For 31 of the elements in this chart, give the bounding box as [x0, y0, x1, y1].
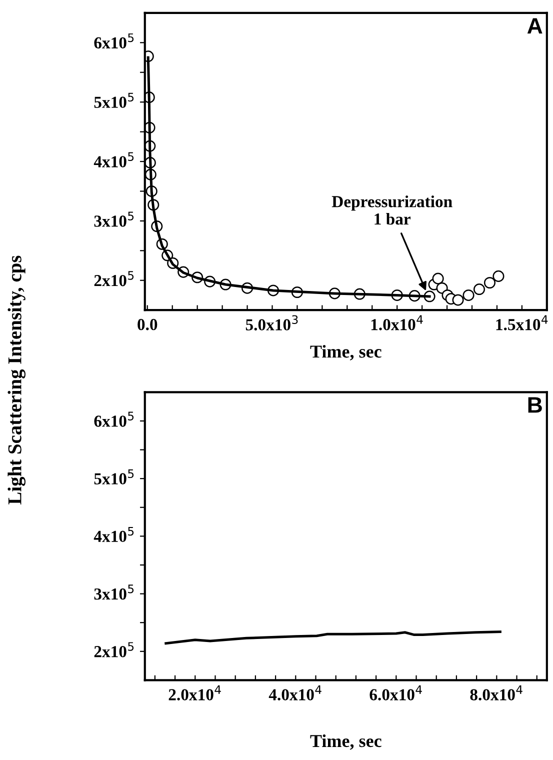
y-tick-label: 2x10$^{5}$	[94, 271, 134, 286]
y-tick-label: 4x10$^{5}$	[94, 152, 134, 168]
x-tick-label: 8.0x10$^{4}$	[470, 685, 522, 700]
y-tick-label: 2x10$^{5}$	[94, 642, 134, 658]
y-tick-label: 6x10$^{5}$	[94, 33, 134, 48]
y-tick-label: 3x10$^{5}$	[94, 584, 134, 600]
y-tick-label: 3x10$^{5}$	[94, 212, 134, 227]
y-tick-label: 5x10$^{5}$	[94, 92, 134, 108]
x-tick-label: 2.0x10$^{4}$	[168, 685, 221, 700]
y-tick-label: 5x10$^{5}$	[94, 469, 134, 484]
x-tick-label: 6.0x10$^{4}$	[370, 685, 422, 700]
x-axis-title: Time, sec	[310, 345, 382, 360]
line-series	[164, 630, 502, 645]
y-tick-label: 6x10$^{5}$	[94, 412, 134, 427]
point	[492, 270, 504, 282]
point	[462, 289, 474, 301]
y-tick-label: 4x10$^{5}$	[94, 526, 134, 542]
point	[473, 284, 486, 296]
x-tick-label: 1.5x10$^{4}$	[496, 315, 548, 330]
annotation: B	[528, 397, 542, 413]
point	[484, 276, 496, 289]
x-tick-label: 1.0x10$^{4}$	[371, 315, 423, 330]
x-axis-title: Time, sec	[310, 734, 382, 750]
x-tick-label: 5.0x10$^{3}$	[246, 315, 298, 330]
annotation: A	[527, 18, 542, 34]
x-tick-label: 4.0x10$^{4}$	[268, 685, 322, 700]
x-tick-label: 0.0	[138, 318, 158, 330]
point	[432, 272, 444, 284]
annotation: Depressurization 1 bar	[332, 196, 452, 225]
y-axis-title: Light Scattering Intensity, cps	[8, 256, 26, 504]
point	[452, 294, 464, 306]
